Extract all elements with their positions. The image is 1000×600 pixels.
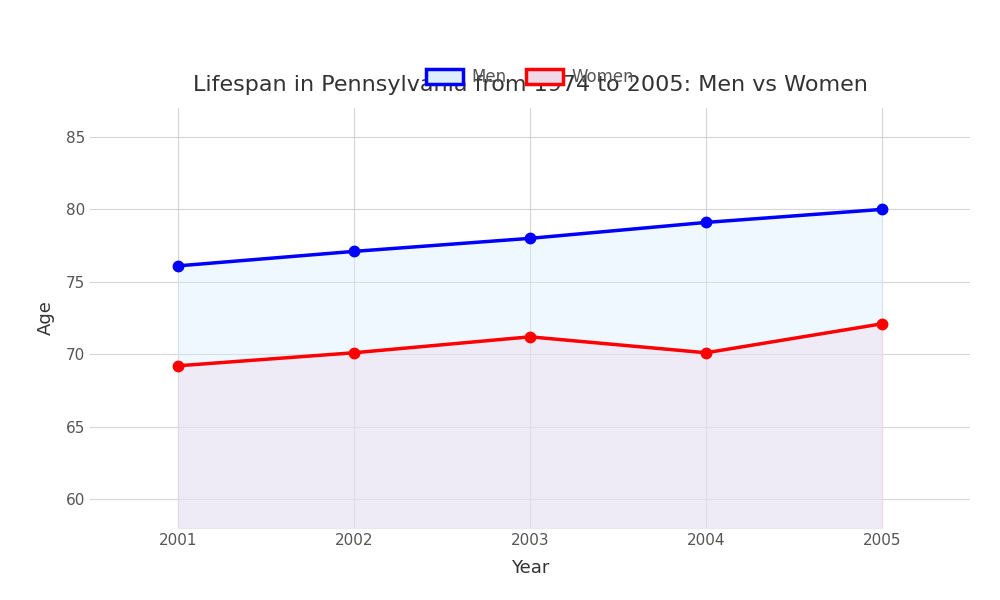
Y-axis label: Age: Age [37, 301, 55, 335]
Legend: Men, Women: Men, Women [419, 62, 641, 93]
X-axis label: Year: Year [511, 559, 549, 577]
Title: Lifespan in Pennsylvania from 1974 to 2005: Men vs Women: Lifespan in Pennsylvania from 1974 to 20… [193, 76, 867, 95]
